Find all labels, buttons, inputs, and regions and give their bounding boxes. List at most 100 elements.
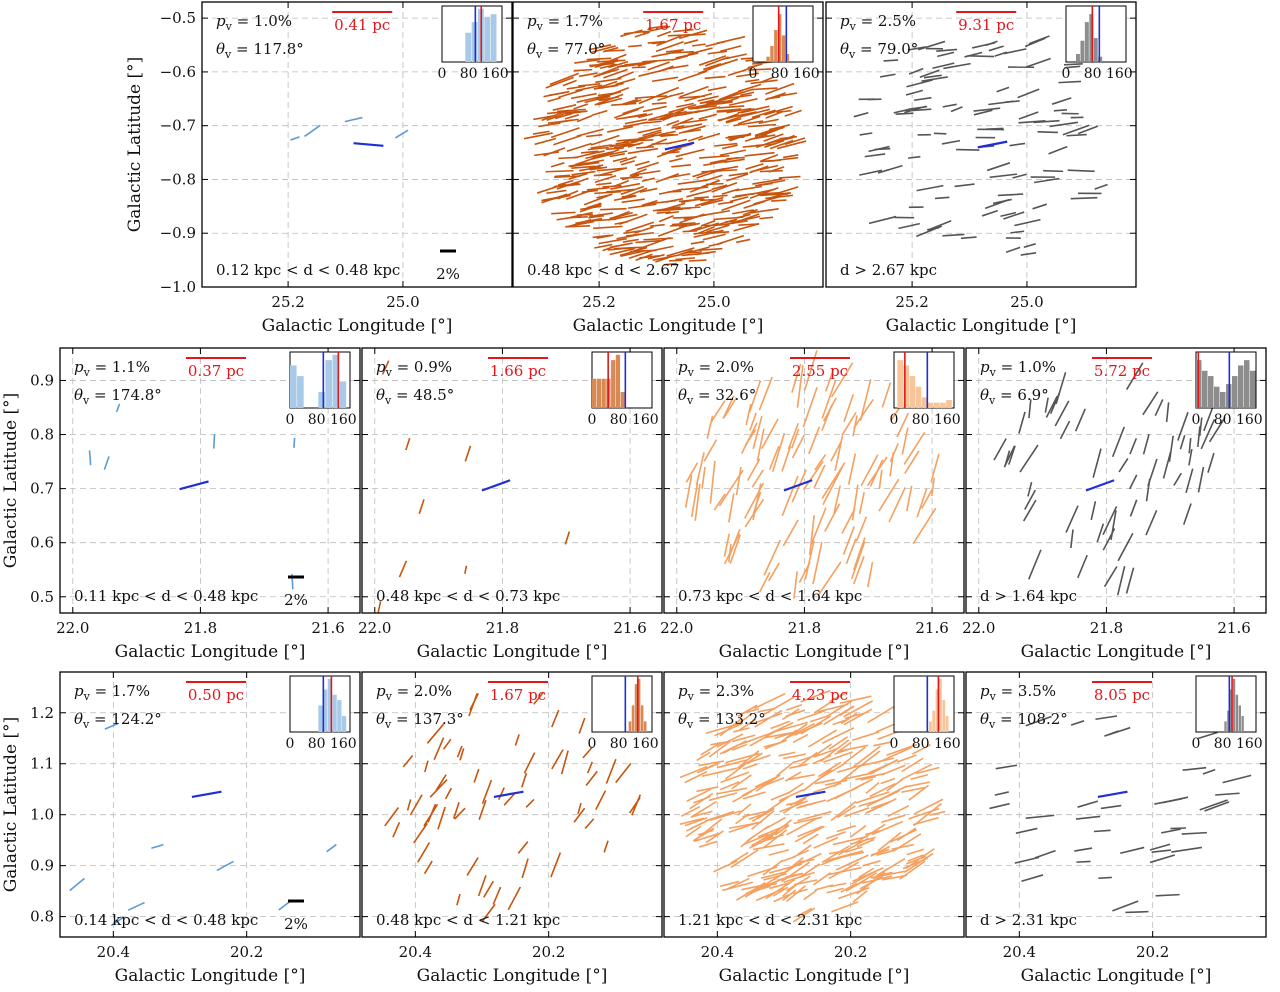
polarization-vector <box>743 108 771 117</box>
inset-bar <box>628 721 632 732</box>
polarization-vector <box>675 111 698 114</box>
polarization-vector <box>900 763 933 781</box>
polarization-vector <box>867 704 896 724</box>
polarization-vector <box>655 41 684 53</box>
polarization-vector <box>650 223 665 228</box>
polarization-vector <box>706 224 730 233</box>
x-tick-label: 22.0 <box>56 619 89 637</box>
polarization-vector <box>521 858 529 879</box>
pv-legend: pv = 1.0% <box>216 12 292 33</box>
inset-tick-label: 80 <box>912 412 930 428</box>
polarization-vector <box>768 192 790 200</box>
polarization-vector <box>779 800 808 813</box>
polarization-vector <box>889 442 899 462</box>
polarization-vector <box>598 96 620 102</box>
polarization-vector <box>1027 482 1033 497</box>
polarization-vector <box>562 79 577 87</box>
polarization-vector <box>1058 80 1082 84</box>
physical-scale-label: 0.50 pc <box>188 686 244 704</box>
polarization-vector <box>1043 169 1064 173</box>
inset-bar <box>1098 56 1103 62</box>
polarization-vector <box>738 733 768 746</box>
polarization-vector <box>904 105 927 114</box>
polarization-vector <box>888 487 906 523</box>
polarization-vector <box>797 825 823 838</box>
polarization-vector <box>683 251 702 254</box>
polarization-vector <box>684 770 708 784</box>
theta-value: = 77.0° <box>542 40 605 58</box>
polarization-vector <box>656 30 672 38</box>
polarization-vector <box>607 125 634 133</box>
inset-bar <box>915 386 922 408</box>
inset-tick-label: 160 <box>793 66 820 82</box>
theta-value: = 137.3° <box>391 710 464 728</box>
polarization-vector <box>1014 856 1040 864</box>
polarization-vector <box>1062 124 1090 136</box>
polarization-vector <box>743 482 765 519</box>
polarization-vector <box>768 819 793 838</box>
inset-bar <box>1232 678 1236 732</box>
polarization-vector <box>23 874 31 877</box>
polarization-vector <box>532 130 550 135</box>
polarization-vector <box>1044 397 1049 413</box>
polarization-vector <box>558 89 583 99</box>
vector-field <box>684 350 940 599</box>
polarization-vector <box>692 43 706 47</box>
polarization-scale-label: 2% <box>436 265 460 283</box>
polarization-vector <box>569 224 591 228</box>
polarization-vector <box>973 109 993 116</box>
polarization-vector <box>705 830 724 844</box>
polarization-vector <box>893 108 909 114</box>
polarization-vector <box>678 29 708 40</box>
polarization-vector <box>627 141 644 148</box>
physical-scale-label: 4.23 pc <box>792 686 848 704</box>
polarization-vector <box>1074 847 1093 852</box>
polarization-vector <box>1129 474 1138 490</box>
polarization-vector <box>704 75 726 80</box>
polarization-vector <box>603 68 628 79</box>
pv-value: = 1.1% <box>90 358 150 376</box>
inset-bar <box>332 694 337 732</box>
polarization-vector <box>698 132 721 141</box>
polarization-vector <box>645 120 662 124</box>
pv-subscript: v <box>385 366 393 379</box>
polarization-vector <box>1003 445 1016 468</box>
polarization-vector <box>578 83 601 87</box>
pv-legend: pv = 3.5% <box>980 682 1056 703</box>
polarization-vector <box>456 893 461 906</box>
polarization-vector <box>648 118 666 121</box>
polarization-vector <box>989 802 1010 810</box>
polarization-vector <box>554 112 573 120</box>
inset-tick-label: 80 <box>308 412 326 428</box>
inset-bar <box>1230 689 1233 732</box>
polarization-vector <box>631 246 646 253</box>
polarization-vector <box>988 45 1004 52</box>
polarization-vector <box>731 774 752 790</box>
polarization-vector <box>1125 567 1135 594</box>
polarization-vector <box>802 386 818 428</box>
polarization-vector <box>767 562 780 582</box>
polarization-vector <box>405 437 411 451</box>
y-tick-label: 0.7 <box>30 480 54 498</box>
polarization-vector <box>804 540 815 580</box>
polarization-vector <box>822 751 853 764</box>
polarization-vector <box>913 802 943 827</box>
pv-subscript: v <box>687 690 695 703</box>
vector-field <box>679 689 946 923</box>
polarization-vector <box>704 174 723 182</box>
inset-bar <box>631 705 635 732</box>
polarization-vector <box>1053 109 1068 112</box>
polarization-vector <box>912 507 937 545</box>
polarization-vector <box>716 759 748 769</box>
polarization-vector <box>586 186 610 191</box>
polarization-vector <box>700 219 716 227</box>
physical-scale-label: 1.66 pc <box>490 362 546 380</box>
polarization-vector <box>216 860 234 872</box>
polarization-vector <box>1059 420 1071 440</box>
polarization-vector <box>609 152 626 158</box>
polarization-vector <box>941 139 961 145</box>
polarization-vector <box>995 764 1018 770</box>
polarization-vector <box>921 487 934 509</box>
polarization-vector <box>634 95 654 99</box>
polarization-vector <box>576 114 593 123</box>
